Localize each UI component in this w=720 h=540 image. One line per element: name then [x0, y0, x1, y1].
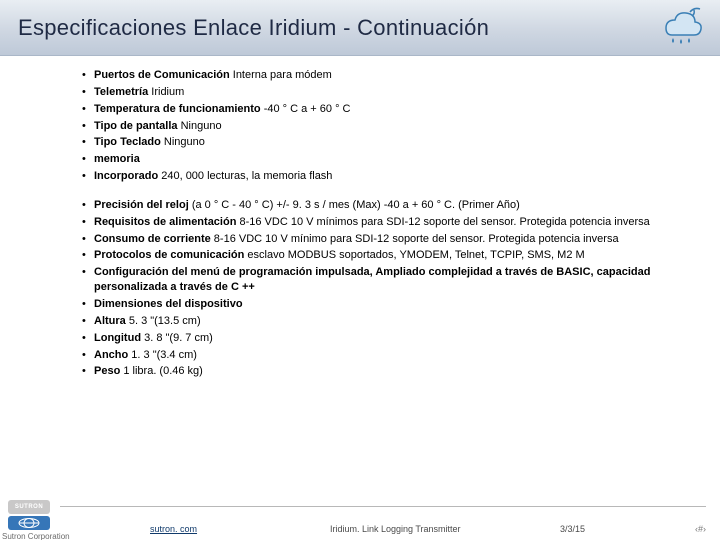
footer-page: ‹#› — [695, 524, 706, 534]
weather-icon — [660, 4, 706, 53]
footer-logos: SUTRON — [8, 500, 50, 530]
list-item: Temperatura de funcionamiento -40 ° C a … — [82, 102, 690, 117]
sutron-logo-icon: SUTRON — [8, 500, 50, 514]
list-item: Altura 5. 3 "(13.5 cm) — [82, 314, 690, 329]
ott-logo-icon — [8, 516, 50, 530]
spec-list-2: Precisión del reloj (a 0 ° C - 40 ° C) +… — [82, 198, 690, 379]
list-item: Consumo de corriente 8-16 VDC 10 V mínim… — [82, 232, 690, 247]
list-item: Dimensiones del dispositivo — [82, 297, 690, 312]
content-area: Puertos de Comunicación Interna para mód… — [0, 56, 720, 379]
list-item: Tipo de pantalla Ninguno — [82, 119, 690, 134]
footer-corp: Sutron Corporation — [2, 532, 70, 540]
list-item: Requisitos de alimentación 8-16 VDC 10 V… — [82, 215, 690, 230]
list-item: Configuración del menú de programación i… — [82, 265, 690, 295]
title-band: Especificaciones Enlace Iridium - Contin… — [0, 0, 720, 56]
footer-date: 3/3/15 — [560, 524, 585, 534]
list-item: Incorporado 240, 000 lecturas, la memori… — [82, 169, 690, 184]
list-item: Precisión del reloj (a 0 ° C - 40 ° C) +… — [82, 198, 690, 213]
list-item: Longitud 3. 8 "(9. 7 cm) — [82, 331, 690, 346]
list-item: Peso 1 libra. (0.46 kg) — [82, 364, 690, 379]
footer: SUTRON Sutron Corporation sutron. com Ir… — [0, 492, 720, 540]
list-item: Tipo Teclado Ninguno — [82, 135, 690, 150]
list-item: Protocolos de comunicación esclavo MODBU… — [82, 248, 690, 263]
footer-product: Iridium. Link Logging Transmitter — [330, 524, 461, 534]
list-item: Telemetría Iridium — [82, 85, 690, 100]
list-item: Puertos de Comunicación Interna para mód… — [82, 68, 690, 83]
footer-divider — [60, 506, 706, 507]
list-item: Ancho 1. 3 "(3.4 cm) — [82, 348, 690, 363]
page-title: Especificaciones Enlace Iridium - Contin… — [18, 15, 489, 41]
spec-list-1: Puertos de Comunicación Interna para mód… — [82, 68, 690, 184]
list-item: memoria — [82, 152, 690, 167]
footer-site-link[interactable]: sutron. com — [150, 524, 197, 534]
